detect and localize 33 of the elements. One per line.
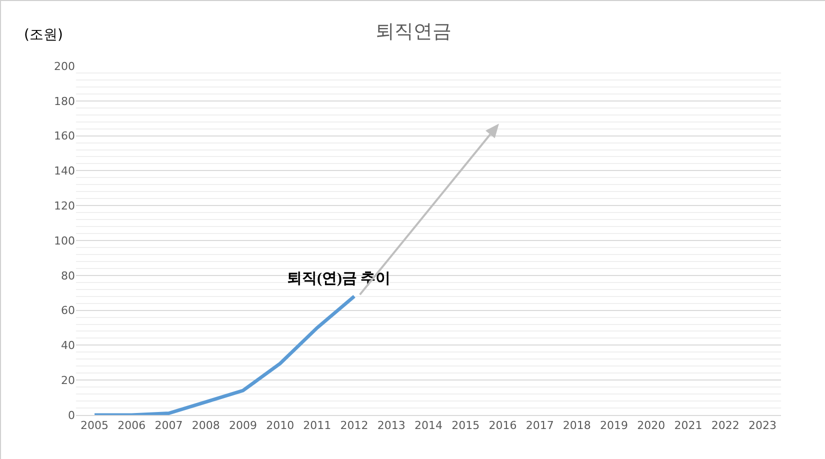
x-tick-label: 2010 [266, 419, 294, 432]
y-tick-label: 0 [68, 408, 75, 422]
x-tick-label: 2006 [118, 419, 146, 432]
y-tick-label: 60 [61, 304, 75, 318]
y-tick-label: 180 [54, 94, 75, 108]
y-tick-label: 40 [61, 339, 75, 352]
y-tick-label: 20 [61, 374, 75, 387]
x-tick-label: 2019 [600, 419, 628, 432]
x-tick-label: 2007 [154, 419, 183, 432]
x-tick-label: 2008 [192, 419, 220, 432]
y-axis-title: (조원) [24, 27, 63, 43]
x-tick-label: 2016 [488, 419, 517, 432]
x-tick-label: 2012 [340, 419, 368, 432]
x-tick-label: 2005 [80, 419, 109, 432]
y-tick-label: 200 [54, 60, 75, 73]
x-tick-label: 2011 [303, 419, 332, 432]
x-tick-label: 2009 [228, 419, 257, 432]
x-tick-label: 2014 [414, 419, 442, 432]
y-tick-label: 160 [54, 130, 75, 143]
x-tick-label: 2013 [377, 419, 406, 432]
x-tick-label: 2017 [526, 419, 554, 432]
y-tick-label: 120 [54, 199, 75, 212]
y-tick-label: 80 [61, 269, 75, 282]
x-tick-label: 2015 [452, 419, 480, 432]
x-tick-label: 2020 [637, 419, 666, 432]
line-series [92, 294, 356, 415]
x-tick-label: 2021 [674, 419, 702, 432]
y-tick-label: 140 [54, 164, 75, 178]
chart-title: 퇴직연금 [376, 20, 452, 42]
x-tick-label: 2023 [748, 419, 776, 432]
x-tick-label: 2018 [562, 419, 591, 432]
y-tick-label: 100 [54, 234, 75, 248]
x-tick-label: 2022 [711, 419, 740, 432]
